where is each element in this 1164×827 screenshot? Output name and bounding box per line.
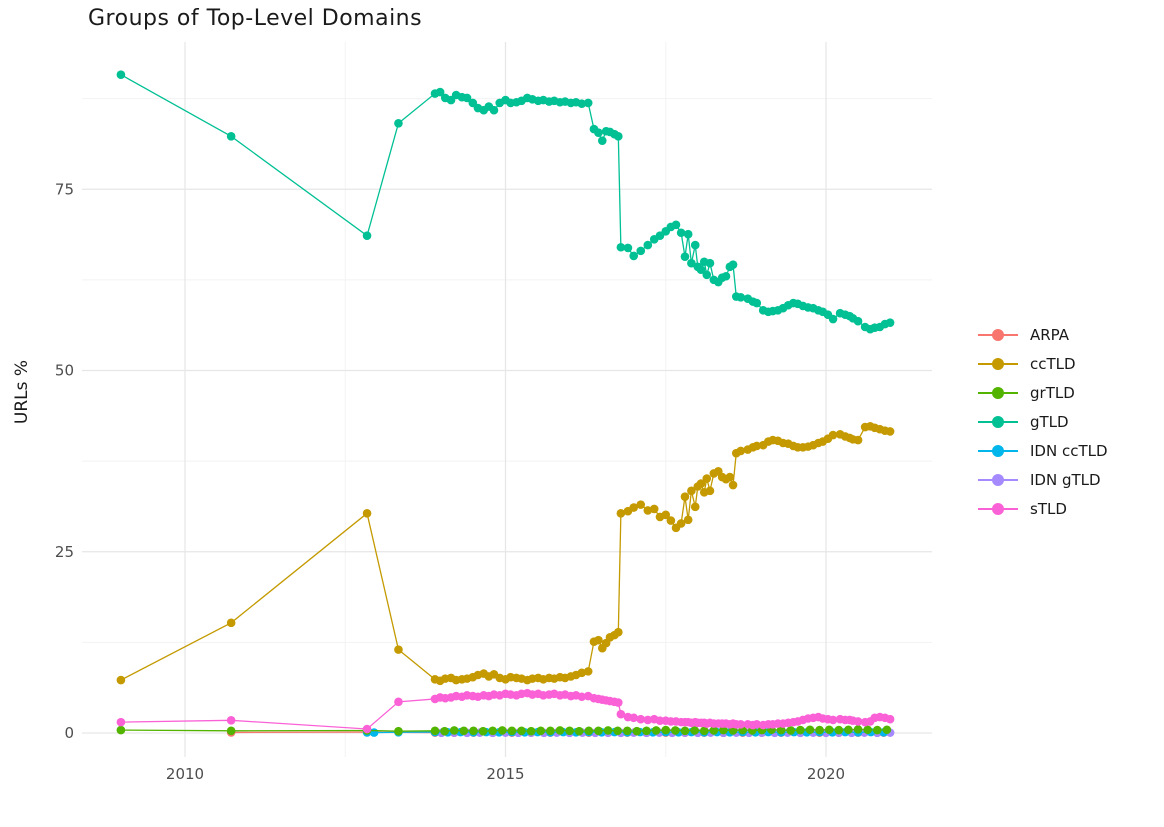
series-grtld: [116, 725, 892, 736]
legend-label: IDN ccTLD: [1030, 441, 1108, 460]
legend: ARPA ccTLD grTLD gTLD IDN ccTLD IDN gTLD sTLD: [978, 320, 1108, 523]
legend-key-icon: [978, 473, 1018, 487]
legend-key-icon: [978, 502, 1018, 516]
legend-key-icon: [978, 444, 1018, 458]
legend-label: ccTLD: [1030, 354, 1076, 373]
y-tick-label: 25: [55, 543, 74, 561]
legend-item-cctld: ccTLD: [978, 349, 1108, 378]
x-tick-label: 2010: [166, 765, 204, 783]
legend-item-stld: sTLD: [978, 494, 1108, 523]
legend-key-icon: [978, 386, 1018, 400]
y-tick-label: 50: [55, 362, 74, 380]
series-stld: [116, 688, 895, 734]
legend-key-icon: [978, 328, 1018, 342]
legend-key-icon: [978, 415, 1018, 429]
data-series: [116, 70, 895, 738]
legend-item-grtld: grTLD: [978, 378, 1108, 407]
legend-label: grTLD: [1030, 383, 1075, 402]
legend-label: sTLD: [1030, 499, 1067, 518]
major-gridlines: [82, 42, 932, 757]
x-tick-label: 2020: [807, 765, 845, 783]
legend-item-gtld: gTLD: [978, 407, 1108, 436]
legend-label: ARPA: [1030, 325, 1070, 344]
legend-item-arpa: ARPA: [978, 320, 1108, 349]
legend-label: IDN gTLD: [1030, 470, 1101, 489]
legend-item-idn-gtld: IDN gTLD: [978, 465, 1108, 494]
series-gtld: [116, 70, 895, 334]
x-tick-label: 2015: [486, 765, 524, 783]
chart-title: Groups of Top-Level Domains: [88, 6, 423, 31]
axis-tick-labels: 0 25 50 75 2010 2015 2020: [55, 180, 845, 783]
legend-item-idn-cctld: IDN ccTLD: [978, 436, 1108, 465]
y-tick-label: 75: [55, 180, 74, 198]
series-cctld: [116, 422, 895, 686]
legend-label: gTLD: [1030, 412, 1069, 431]
legend-key-icon: [978, 357, 1018, 371]
y-tick-label: 0: [64, 724, 74, 742]
minor-gridlines: [82, 42, 932, 757]
